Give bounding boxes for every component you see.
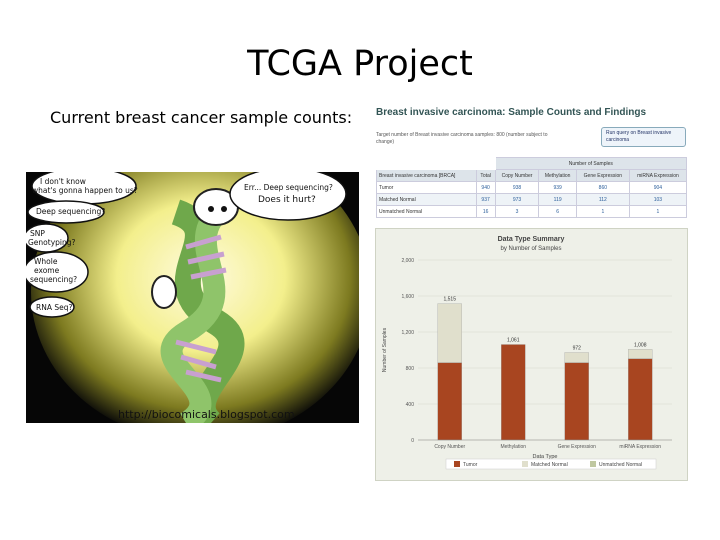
table-cell[interactable]: 16 — [475, 205, 496, 218]
bubble-text-6b: Does it hurt? — [258, 195, 316, 205]
run-query-button[interactable]: Run query on Breast invasive carcinoma — [601, 127, 686, 147]
table-group-header: Number of Samples — [494, 157, 688, 170]
slide-title: TCGA Project — [247, 44, 473, 84]
bubble-text-4b: exome — [34, 266, 60, 275]
y-tick-label: 2,000 — [401, 258, 414, 264]
table-cell[interactable]: 119 — [538, 193, 577, 206]
bubble-text-2: Deep sequencing? — [36, 207, 105, 216]
bar-matched-normal — [628, 349, 653, 359]
bubble-text-1b: what's gonna happen to us? — [32, 186, 138, 195]
x-tick-label: miRNA Expression — [619, 444, 661, 450]
legend-box — [445, 458, 657, 470]
x-tick-label: Copy Number — [434, 444, 465, 450]
y-axis-label: Number of Samples — [382, 327, 388, 372]
table-cell[interactable]: 939 — [538, 181, 577, 194]
bubble-text-6: Err... Deep sequencing? — [244, 183, 333, 192]
x-tick-label: Methylation — [500, 444, 526, 450]
column-header: miRNA Expression — [628, 169, 688, 182]
table-cell[interactable]: 937 — [475, 193, 496, 206]
bar-matched-normal — [437, 303, 462, 363]
column-header: Gene Expression — [575, 169, 630, 182]
table-row: Tumor 940 938 939 860 904 — [376, 181, 688, 194]
legend-label: Tumor — [463, 462, 478, 468]
y-tick-label: 400 — [406, 402, 415, 408]
table-cell[interactable]: 940 — [475, 181, 496, 194]
dna-mouth — [151, 275, 177, 309]
sample-counts-table: Number of Samples Breast invasive carcin… — [376, 157, 688, 218]
bubble-text-4c: sequencing? — [30, 275, 77, 284]
bubble-text-3: SNP — [30, 229, 45, 238]
comic-art: I don't know what's gonna happen to us? … — [26, 172, 359, 423]
table-blank — [475, 157, 496, 170]
legend-label: Matched Normal — [531, 462, 568, 468]
report-title: Breast invasive carcinoma: Sample Counts… — [376, 107, 647, 118]
bar-total-label: 1,515 — [443, 297, 456, 303]
chart-svg: Data Type Summary by Number of Samples 0 40… — [382, 236, 672, 470]
table-cell[interactable]: 938 — [494, 181, 540, 194]
table-cell[interactable]: 6 — [538, 205, 577, 218]
table-cell[interactable]: 103 — [628, 193, 688, 206]
y-tick-label: 1,200 — [401, 330, 414, 336]
report-target-text: Target number of Breast invasive carcino… — [376, 132, 548, 145]
bubble-text-3b: Genotyping? — [28, 238, 76, 247]
column-header: Breast invasive carcinoma [BRCA] — [376, 169, 477, 182]
tcga-report: Breast invasive carcinoma: Sample Counts… — [372, 103, 689, 481]
table-blank — [376, 157, 477, 170]
bubble-text-4: Whole — [34, 257, 58, 266]
row-label: Unmatched Normal — [376, 205, 477, 218]
bar-total-label: 1,008 — [634, 342, 647, 348]
table-cell[interactable]: 904 — [628, 181, 688, 194]
table-row: Matched Normal 937 973 119 112 103 — [376, 193, 688, 206]
column-header: Copy Number — [494, 169, 540, 182]
comic-url: http://biocomicals.blogspot.com — [118, 408, 295, 421]
legend-swatch — [590, 461, 596, 467]
x-axis-label: Data Type — [533, 454, 558, 460]
legend-label: Unmatched Normal — [599, 462, 642, 468]
row-label: Matched Normal — [376, 193, 477, 206]
y-tick-label: 0 — [411, 438, 414, 444]
y-tick-label: 800 — [406, 366, 415, 372]
legend-swatch — [454, 461, 460, 467]
row-label: Tumor — [376, 181, 477, 194]
legend-swatch — [522, 461, 528, 467]
bubble-texts: I don't know what's gonna happen to us? … — [28, 177, 333, 312]
bubble-text-5: RNA Seq? — [36, 303, 72, 312]
table-cell[interactable]: 1 — [575, 205, 630, 218]
bar-tumor — [501, 344, 526, 441]
bar-tumor — [437, 362, 462, 441]
data-type-summary-chart: Data Type Summary by Number of Samples 0 40… — [375, 228, 688, 481]
bar-tumor — [628, 358, 653, 441]
table-cell[interactable]: 3 — [494, 205, 540, 218]
speech-bubbles — [26, 172, 347, 318]
bar-tumor — [564, 362, 589, 441]
column-header: Total — [475, 169, 496, 182]
y-tick-label: 1,600 — [401, 294, 414, 300]
comic-image: I don't know what's gonna happen to us? … — [26, 172, 359, 423]
table-cell[interactable]: 973 — [494, 193, 540, 206]
bubble-text-1: I don't know — [40, 177, 86, 186]
column-header: Methylation — [538, 169, 577, 182]
chart-title: Data Type Summary — [498, 236, 565, 243]
table-cell[interactable]: 860 — [575, 181, 630, 194]
table-cell[interactable]: 112 — [575, 193, 630, 206]
bar-total-label: 972 — [573, 346, 582, 352]
x-tick-label: Gene Expression — [558, 444, 597, 450]
slide-subtitle: Current breast cancer sample counts: — [50, 108, 353, 127]
table-cell[interactable]: 1 — [628, 205, 688, 218]
chart-subtitle: by Number of Samples — [500, 246, 561, 252]
table-row: Unmatched Normal 16 3 6 1 1 — [376, 205, 688, 218]
dna-rungs — [175, 234, 227, 383]
bar-matched-normal — [564, 352, 589, 363]
bar-total-label: 1,061 — [507, 338, 520, 344]
